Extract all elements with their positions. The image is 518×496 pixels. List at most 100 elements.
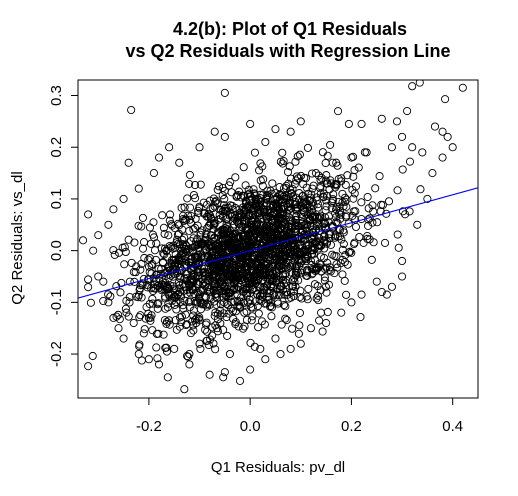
data-point xyxy=(177,312,186,321)
data-point xyxy=(161,282,170,291)
data-point xyxy=(173,219,182,228)
data-point xyxy=(189,311,198,320)
data-point xyxy=(243,190,253,199)
data-point xyxy=(351,207,360,216)
data-point xyxy=(266,286,275,295)
data-point xyxy=(86,298,95,307)
data-point xyxy=(147,311,156,320)
data-point xyxy=(210,127,219,136)
data-point xyxy=(225,289,234,298)
data-point xyxy=(279,285,288,294)
data-point xyxy=(194,265,203,274)
data-point xyxy=(343,260,352,269)
data-point xyxy=(367,255,376,264)
data-point xyxy=(387,143,396,152)
data-point xyxy=(177,203,186,212)
data-point xyxy=(204,340,213,350)
data-point xyxy=(339,239,348,248)
data-point xyxy=(284,179,293,188)
data-point xyxy=(255,270,264,279)
data-point xyxy=(137,293,146,302)
data-point xyxy=(286,127,295,136)
data-point xyxy=(211,345,220,354)
data-point xyxy=(281,302,290,311)
data-point xyxy=(320,237,329,246)
data-point xyxy=(158,211,167,220)
data-point xyxy=(260,320,269,329)
data-point xyxy=(256,198,265,207)
data-point xyxy=(263,186,272,195)
data-point xyxy=(261,137,270,147)
data-point xyxy=(438,153,447,162)
data-point xyxy=(317,173,326,182)
data-point xyxy=(279,300,289,310)
data-point xyxy=(175,273,184,282)
data-point xyxy=(331,183,340,192)
y-tick-label: -0.2 xyxy=(48,341,65,367)
data-point xyxy=(121,247,130,256)
data-point xyxy=(251,261,261,270)
data-point xyxy=(349,152,358,161)
data-point xyxy=(153,354,162,363)
y-tick-label: 0.2 xyxy=(48,137,65,158)
data-point xyxy=(165,216,174,225)
data-point xyxy=(312,294,321,303)
data-point xyxy=(328,158,337,167)
data-point xyxy=(368,201,377,210)
data-point xyxy=(185,170,194,179)
data-point xyxy=(149,218,158,227)
data-point xyxy=(292,172,302,181)
data-point xyxy=(282,200,291,209)
data-point xyxy=(115,315,124,324)
data-point xyxy=(250,276,259,285)
data-point xyxy=(99,296,108,306)
data-point xyxy=(229,284,238,293)
data-point xyxy=(148,294,157,303)
data-point xyxy=(171,316,180,325)
data-point xyxy=(296,171,306,180)
data-point xyxy=(293,268,302,277)
data-point xyxy=(337,177,346,186)
data-point xyxy=(244,185,253,194)
data-point xyxy=(441,95,450,104)
data-point xyxy=(335,209,344,218)
data-point xyxy=(343,171,352,180)
data-point xyxy=(154,299,163,308)
data-point xyxy=(298,243,307,252)
data-point xyxy=(213,285,222,295)
data-point xyxy=(357,198,366,207)
data-point xyxy=(340,257,349,267)
data-point xyxy=(216,214,225,223)
data-point xyxy=(394,243,403,252)
data-point xyxy=(322,288,331,297)
data-point xyxy=(305,202,314,211)
data-point xyxy=(270,252,279,261)
data-point xyxy=(340,193,350,202)
data-point xyxy=(190,252,200,261)
data-point xyxy=(127,105,136,115)
data-point xyxy=(182,285,192,295)
data-point xyxy=(139,329,148,338)
data-point xyxy=(423,194,432,203)
data-point xyxy=(196,240,206,249)
data-point xyxy=(185,247,194,256)
data-point xyxy=(344,219,353,228)
data-point xyxy=(169,284,178,293)
data-point xyxy=(180,385,189,394)
data-point xyxy=(258,292,267,301)
data-point xyxy=(349,172,358,181)
data-point xyxy=(295,293,304,302)
data-point xyxy=(127,258,136,267)
data-point xyxy=(275,195,284,204)
data-point xyxy=(163,303,172,312)
data-point xyxy=(310,280,319,289)
y-tick-label: -0.1 xyxy=(48,289,65,315)
data-point xyxy=(234,213,243,222)
data-point xyxy=(275,285,285,294)
data-point xyxy=(322,263,331,272)
data-point xyxy=(397,272,407,281)
data-point xyxy=(294,329,303,338)
data-point xyxy=(234,218,243,227)
data-point xyxy=(355,232,364,242)
data-point xyxy=(137,222,146,231)
